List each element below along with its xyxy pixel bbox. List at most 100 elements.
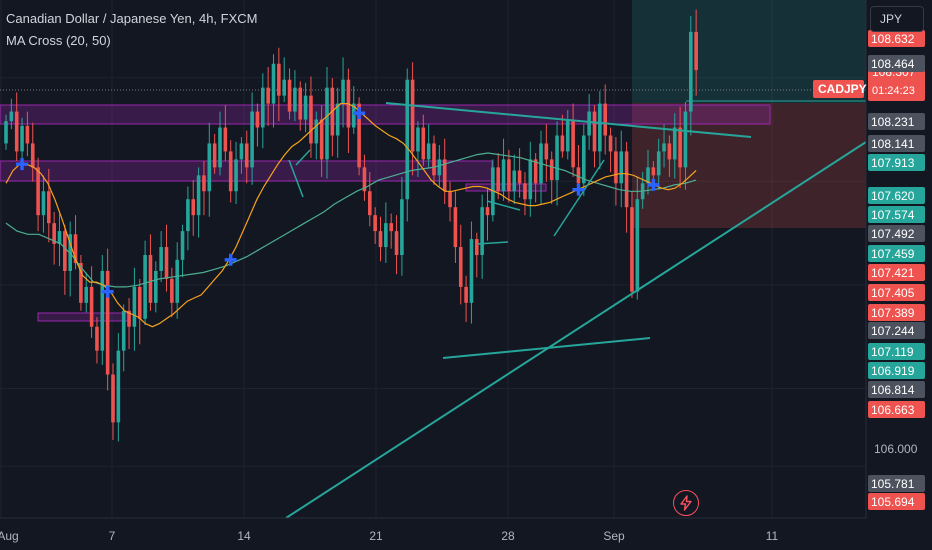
price-label-bg xyxy=(868,113,925,130)
candle-body xyxy=(362,167,367,192)
pattern-line xyxy=(486,200,521,211)
candle-body xyxy=(261,87,265,128)
price-axis[interactable]: 108.30701:24:23108.632108.464108.231108.… xyxy=(813,0,932,550)
price-label-bg xyxy=(868,225,925,242)
candle-body xyxy=(36,167,40,216)
candle-body xyxy=(186,199,190,232)
candle-body xyxy=(121,310,126,351)
candle-body xyxy=(41,191,46,216)
pattern-line xyxy=(295,149,311,166)
candle-body xyxy=(175,259,179,303)
candle-body xyxy=(555,135,559,181)
x-tick-label: 7 xyxy=(109,529,116,543)
price-label-bg xyxy=(868,493,925,510)
candle-body xyxy=(576,167,581,184)
candle-body xyxy=(4,121,8,144)
price-label-bg xyxy=(868,284,925,301)
candle-body xyxy=(298,87,303,120)
candle-body xyxy=(528,159,533,200)
candle-body xyxy=(282,79,286,96)
candle-body xyxy=(341,79,345,104)
candle-body xyxy=(228,151,233,192)
candle-body xyxy=(293,87,297,112)
price-label-bg xyxy=(868,362,925,379)
candle-body xyxy=(287,79,292,112)
candle-body xyxy=(421,127,426,160)
candle-body xyxy=(277,63,281,96)
candle-body xyxy=(651,167,656,176)
candle-body xyxy=(624,151,629,208)
candle-body xyxy=(84,286,89,303)
candle-body xyxy=(9,111,14,122)
candle-body xyxy=(368,191,372,216)
currency-button[interactable]: JPY xyxy=(870,6,924,32)
candle-body xyxy=(480,207,484,256)
x-tick-label: Sep xyxy=(603,529,625,543)
price-label: 107.574 xyxy=(871,208,915,222)
x-tick-label: 21 xyxy=(369,529,383,543)
candle-body xyxy=(212,143,217,168)
cross-markers xyxy=(16,107,660,298)
y-tick-label: 106.000 xyxy=(874,442,918,456)
symbol-tag: CADJPY xyxy=(818,82,867,96)
candle-body xyxy=(549,159,554,181)
candle-body xyxy=(271,63,276,104)
price-label: 106.919 xyxy=(871,364,915,378)
time-axis-bg xyxy=(0,518,866,550)
candle-body xyxy=(689,31,693,112)
candle-body xyxy=(587,111,591,136)
candle-body xyxy=(469,239,474,303)
candle-body xyxy=(159,247,163,271)
candle-body xyxy=(614,151,618,184)
x-tick-label: 14 xyxy=(237,529,251,543)
candle-body xyxy=(309,95,313,144)
candle-body xyxy=(635,199,640,292)
indicator-label[interactable]: MA Cross (20, 50) xyxy=(6,33,111,48)
price-label-bg xyxy=(868,401,925,418)
candle-body xyxy=(598,103,602,152)
price-label: 107.620 xyxy=(871,189,915,203)
price-label-bg xyxy=(868,381,925,398)
candle-body xyxy=(335,103,340,136)
candle-body xyxy=(667,143,672,160)
x-tick-label: 11 xyxy=(766,529,779,543)
candle-body xyxy=(170,278,174,303)
price-label: 106.663 xyxy=(871,403,915,417)
candle-body xyxy=(148,255,153,303)
candle-body xyxy=(25,125,30,144)
time-axis[interactable]: Aug 7 14 21 28 Sep 11 xyxy=(0,517,866,550)
candle-body xyxy=(458,247,463,287)
candle-body xyxy=(437,159,442,176)
descending-trendline xyxy=(385,102,752,138)
price-label-bg xyxy=(868,154,925,171)
candle-body xyxy=(196,175,201,216)
candle-body xyxy=(571,119,575,168)
candle-body xyxy=(218,127,222,168)
candle-body xyxy=(137,286,142,319)
candle-body xyxy=(619,151,624,184)
price-label: 108.464 xyxy=(871,57,915,71)
ma-cross-marker xyxy=(101,285,114,298)
candle-body xyxy=(180,231,185,260)
price-label-bg xyxy=(868,187,925,204)
candle-body xyxy=(384,223,388,248)
price-label: 107.459 xyxy=(871,247,915,261)
candle-body xyxy=(448,191,452,208)
flash-button[interactable] xyxy=(673,490,699,516)
price-label: 106.814 xyxy=(871,383,915,397)
candle-body xyxy=(394,231,399,256)
candle-body xyxy=(410,79,415,152)
candle-body xyxy=(234,159,238,192)
candle-body xyxy=(442,159,447,192)
wedge-line xyxy=(553,159,605,237)
candle-body xyxy=(630,207,634,292)
candle-body xyxy=(154,270,158,303)
candle-body xyxy=(400,199,404,256)
candle-body xyxy=(100,270,105,351)
ma-cross-marker xyxy=(572,183,585,196)
candle-body xyxy=(512,170,517,192)
symbol-title[interactable]: Canadian Dollar / Japanese Yen, 4h, FXCM xyxy=(6,11,258,26)
candle-body xyxy=(47,191,51,224)
price-label: 105.694 xyxy=(871,495,915,509)
